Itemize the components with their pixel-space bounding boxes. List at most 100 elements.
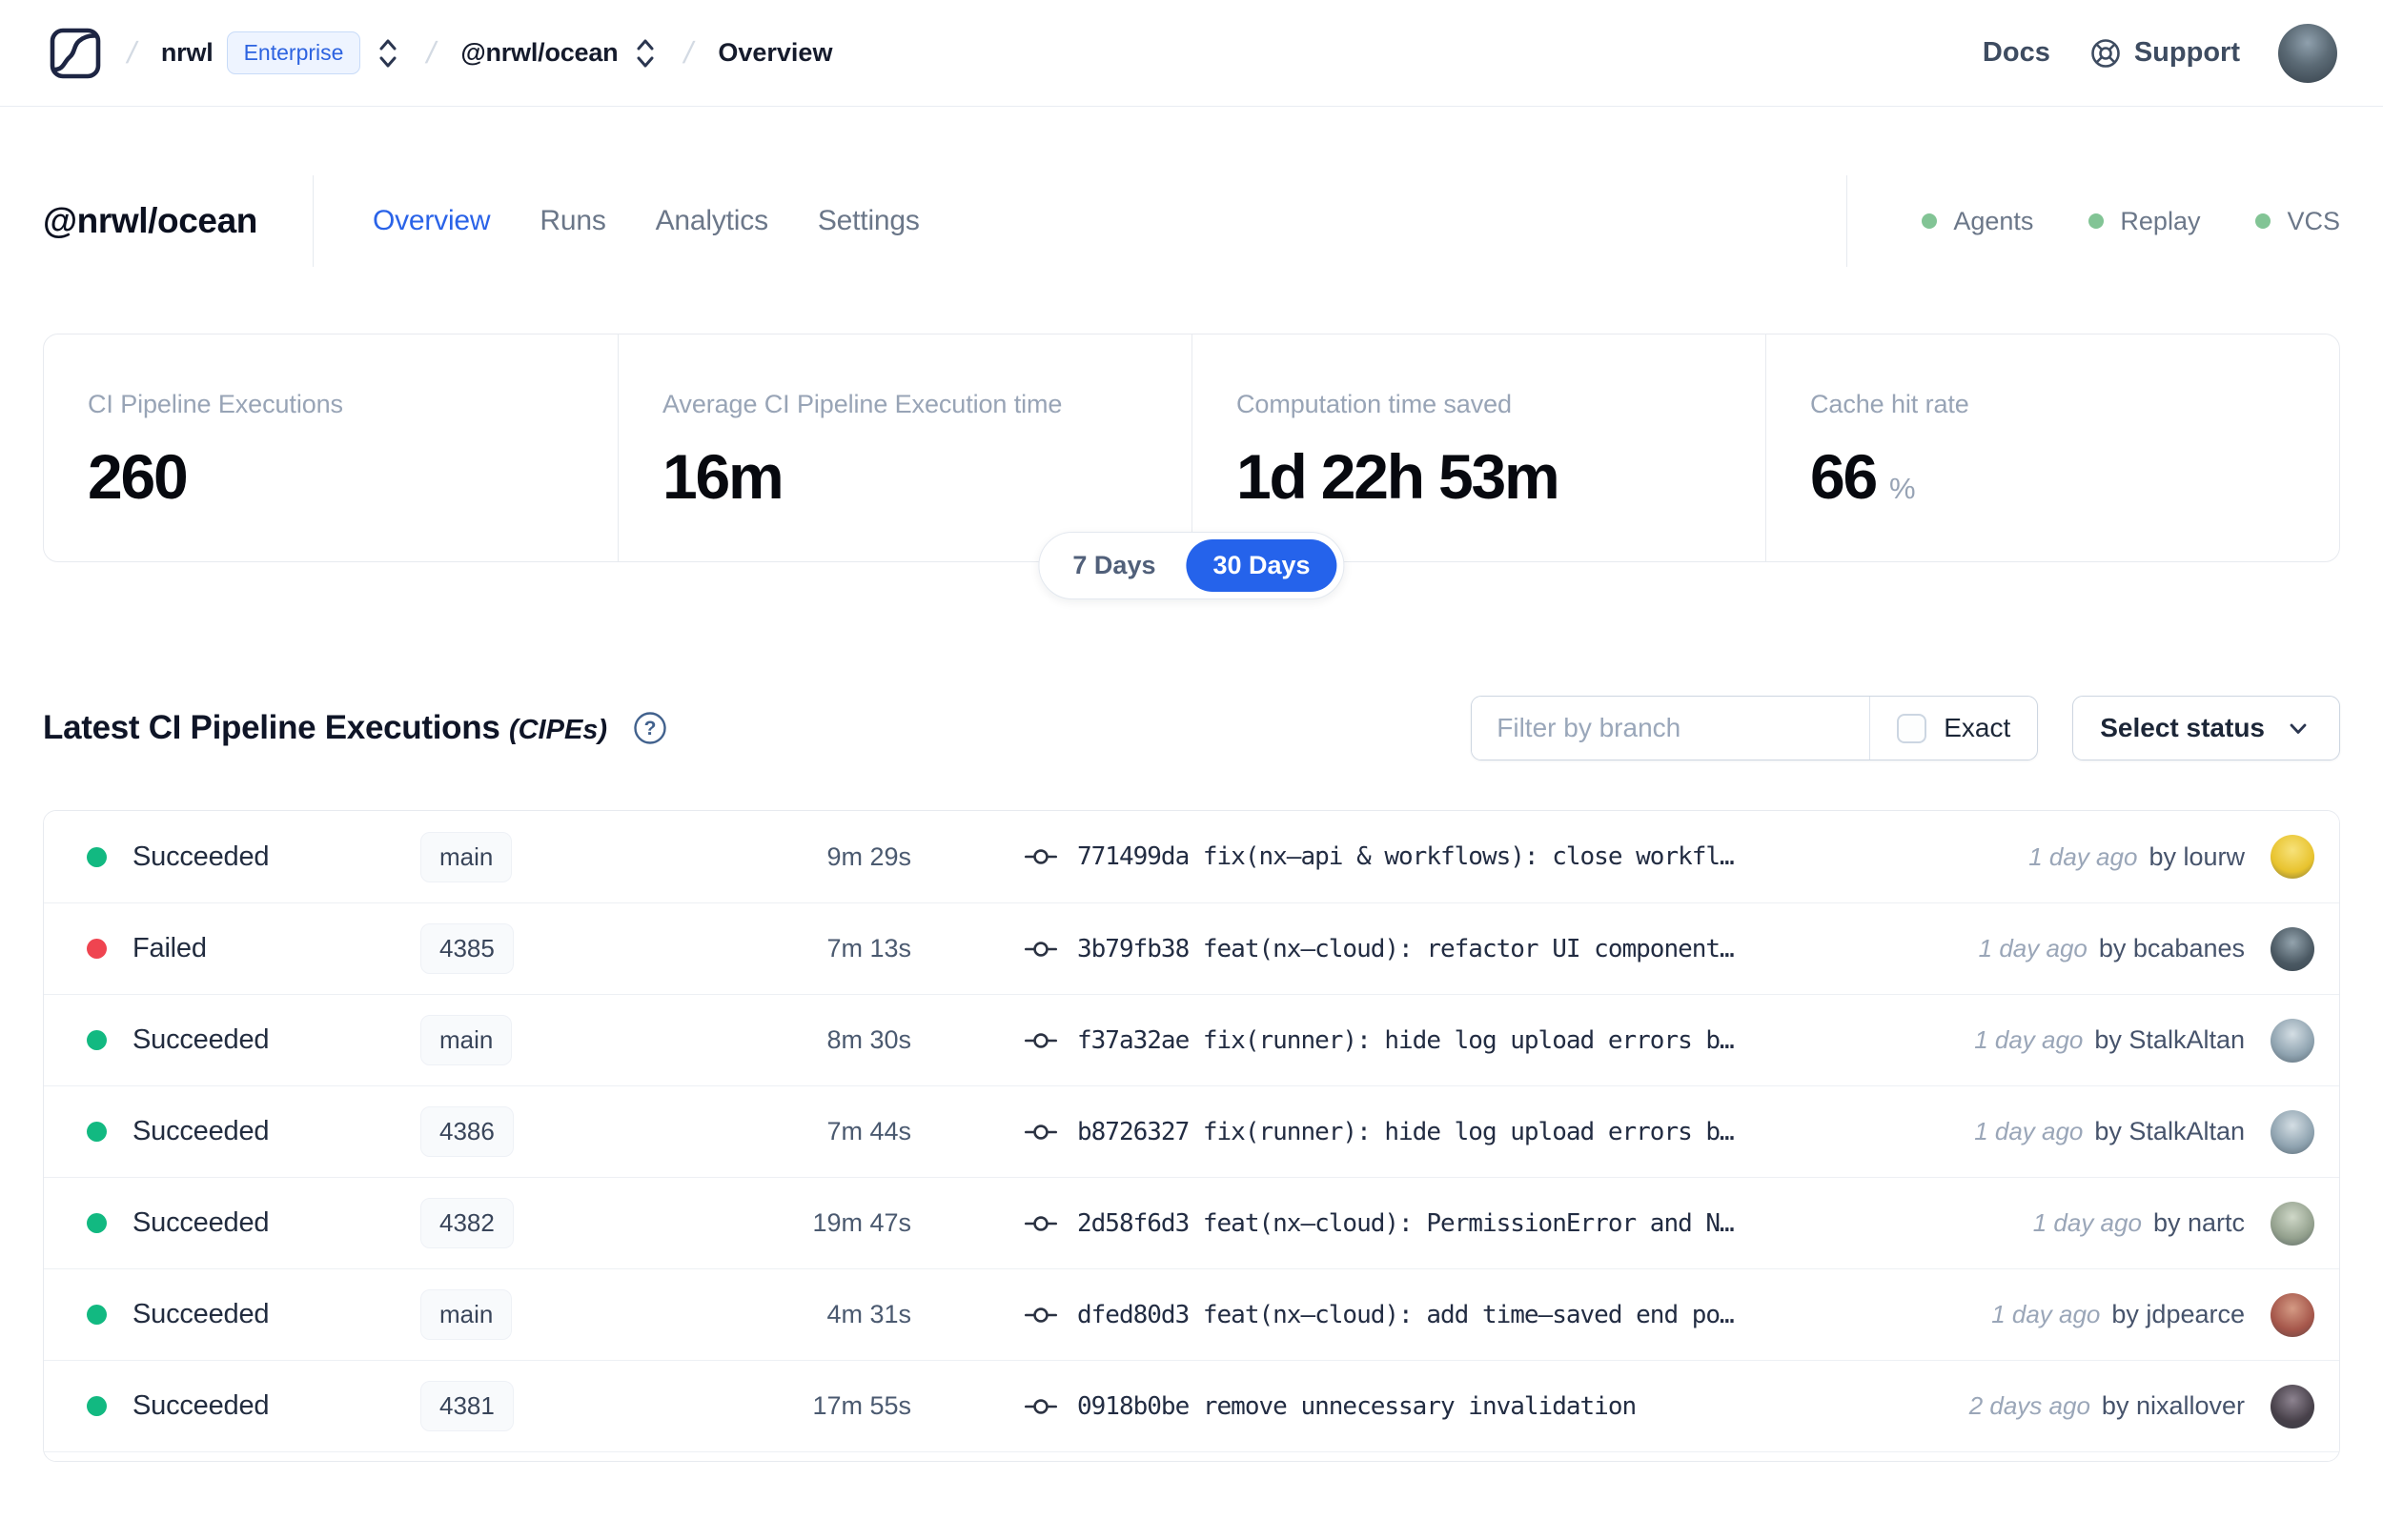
status-select-label: Select status — [2100, 713, 2265, 742]
table-row-partial — [44, 1451, 2339, 1461]
author-avatar — [2271, 835, 2314, 879]
stat-average-execution-time: Average CI Pipeline Execution time 16m — [618, 334, 1192, 561]
status-dot — [87, 939, 107, 959]
vcs-status-dot — [2255, 213, 2271, 229]
git-commit-icon — [1024, 1124, 1058, 1140]
tab-analytics[interactable]: Analytics — [655, 205, 768, 236]
table-row[interactable]: Succeeded main 4m 31s dfed80d3 feat(nx–c… — [44, 1268, 2339, 1360]
stat-ci-pipeline-executions: CI Pipeline Executions 260 — [44, 334, 618, 561]
stat-value-suffix: % — [1889, 472, 1916, 505]
page-title: @nrwl/ocean — [43, 201, 257, 240]
stat-label: CI Pipeline Executions — [88, 390, 343, 418]
project-tabs: Overview Runs Analytics Settings — [373, 205, 920, 237]
breadcrumb-workspace[interactable]: nrwl Enterprise — [161, 31, 403, 74]
duration: 7m 44s — [826, 1117, 911, 1145]
branch-badge[interactable]: main — [420, 1289, 513, 1340]
author-avatar — [2271, 1201, 2314, 1246]
nx-cloud-logo[interactable] — [48, 26, 103, 81]
author-avatar — [2271, 1018, 2314, 1063]
stats-cards: CI Pipeline Executions 260 Average CI Pi… — [43, 334, 2340, 599]
stat-label: Computation time saved — [1236, 390, 1512, 418]
range-30-days-button[interactable]: 30 Days — [1186, 539, 1337, 592]
duration: 7m 13s — [826, 934, 911, 962]
branch-badge[interactable]: 4382 — [420, 1198, 514, 1248]
range-7-days-button[interactable]: 7 Days — [1046, 539, 1182, 592]
stat-value: 1d 22h 53m — [1236, 441, 1560, 512]
commit-message[interactable]: 771499da fix(nx–api & workflows): close … — [1077, 842, 1735, 871]
project-switcher-icon[interactable] — [631, 34, 660, 72]
docs-link-label: Docs — [1982, 37, 2050, 68]
cipe-table: Succeeded main 9m 29s 771499da fix(nx–ap… — [43, 810, 2340, 1462]
replay-status-dot — [2088, 213, 2105, 229]
author: by jdpearce — [2111, 1300, 2245, 1328]
commit-message[interactable]: b8726327 fix(runner): hide log upload er… — [1077, 1117, 1735, 1146]
commit-message[interactable]: f37a32ae fix(runner): hide log upload er… — [1077, 1025, 1735, 1055]
commit-message[interactable]: 3b79fb38 feat(nx–cloud): refactor UI com… — [1077, 934, 1735, 963]
stat-value: 66 — [1810, 441, 1878, 512]
status-replay: Replay — [2088, 207, 2200, 236]
support-link[interactable]: Support — [2088, 36, 2240, 71]
exact-match-toggle[interactable]: Exact — [1869, 697, 2037, 760]
tab-runs[interactable]: Runs — [540, 205, 606, 236]
duration: 17m 55s — [812, 1391, 911, 1420]
table-row[interactable]: Failed 4385 7m 13s 3b79fb38 feat(nx–clou… — [44, 902, 2339, 994]
status-dot — [87, 1122, 107, 1142]
table-row[interactable]: Succeeded 4381 17m 55s 0918b0be remove u… — [44, 1360, 2339, 1451]
workspace-switcher-icon[interactable] — [374, 34, 402, 72]
lifebuoy-icon — [2091, 38, 2120, 68]
docs-link[interactable]: Docs — [1983, 37, 2050, 69]
table-row[interactable]: Succeeded 4386 7m 44s b8726327 fix(runne… — [44, 1085, 2339, 1177]
vcs-status-label: VCS — [2287, 206, 2340, 235]
cipe-list-title-suffix: (CIPEs) — [508, 715, 608, 745]
branch-badge[interactable]: 4386 — [420, 1106, 514, 1157]
git-commit-icon — [1024, 849, 1058, 864]
cipe-list-header: Latest CI Pipeline Executions (CIPEs) ? … — [43, 696, 2340, 760]
branch-badge[interactable]: 4381 — [420, 1381, 514, 1431]
commit-message[interactable]: dfed80d3 feat(nx–cloud): add time–saved … — [1077, 1300, 1735, 1329]
author-avatar — [2271, 1109, 2314, 1154]
relative-time: 1 day ago — [2028, 841, 2138, 871]
breadcrumb-separator: / — [681, 35, 698, 70]
exact-checkbox[interactable] — [1897, 713, 1927, 743]
git-commit-icon — [1024, 941, 1058, 957]
tab-settings[interactable]: Settings — [817, 205, 920, 236]
status-label: Succeeded — [132, 1116, 270, 1146]
author: by bcabanes — [2098, 934, 2245, 962]
stat-label: Average CI Pipeline Execution time — [662, 390, 1063, 418]
breadcrumb-page: Overview — [718, 38, 833, 67]
replay-status-label: Replay — [2120, 206, 2201, 235]
commit-message[interactable]: 2d58f6d3 feat(nx–cloud): PermissionError… — [1077, 1208, 1735, 1238]
status-select-dropdown[interactable]: Select status — [2072, 696, 2340, 760]
cipe-list-title: Latest CI Pipeline Executions (CIPEs) — [43, 709, 607, 747]
status-dot — [87, 1213, 107, 1233]
svg-text:?: ? — [644, 718, 657, 740]
stat-cache-hit-rate: Cache hit rate 66 % — [1765, 334, 2339, 561]
table-row[interactable]: Succeeded main 9m 29s 771499da fix(nx–ap… — [44, 811, 2339, 902]
commit-message[interactable]: 0918b0be remove unnecessary invalidation — [1077, 1391, 1637, 1421]
divider — [312, 175, 314, 267]
stat-value: 16m — [662, 441, 784, 512]
relative-time: 2 days ago — [1968, 1391, 2090, 1420]
status-vcs: VCS — [2255, 207, 2340, 236]
branch-badge[interactable]: main — [420, 1015, 513, 1065]
tab-overview[interactable]: Overview — [372, 205, 491, 236]
table-row[interactable]: Succeeded main 8m 30s f37a32ae fix(runne… — [44, 994, 2339, 1085]
status-label: Succeeded — [132, 1024, 270, 1055]
nx-cloud-logo-icon — [50, 28, 101, 78]
chevron-down-icon — [2290, 723, 2307, 734]
table-row[interactable]: Succeeded 4382 19m 47s 2d58f6d3 feat(nx–… — [44, 1177, 2339, 1268]
stat-label: Cache hit rate — [1810, 390, 1969, 418]
agents-status-dot — [1922, 213, 1938, 229]
relative-time: 1 day ago — [2032, 1208, 2142, 1237]
status-label: Succeeded — [132, 841, 270, 872]
status-dot — [87, 846, 107, 867]
branch-badge[interactable]: 4385 — [420, 923, 514, 974]
author: by lourw — [2149, 841, 2245, 871]
branch-filter-input[interactable] — [1472, 697, 1870, 760]
branch-badge[interactable]: main — [420, 831, 513, 882]
user-avatar[interactable] — [2278, 23, 2337, 83]
breadcrumb-project[interactable]: @nrwl/ocean — [460, 34, 660, 72]
stat-computation-time-saved: Computation time saved 1d 22h 53m — [1192, 334, 1765, 561]
help-icon[interactable]: ? — [632, 710, 668, 746]
workspace-name: nrwl — [160, 38, 214, 67]
